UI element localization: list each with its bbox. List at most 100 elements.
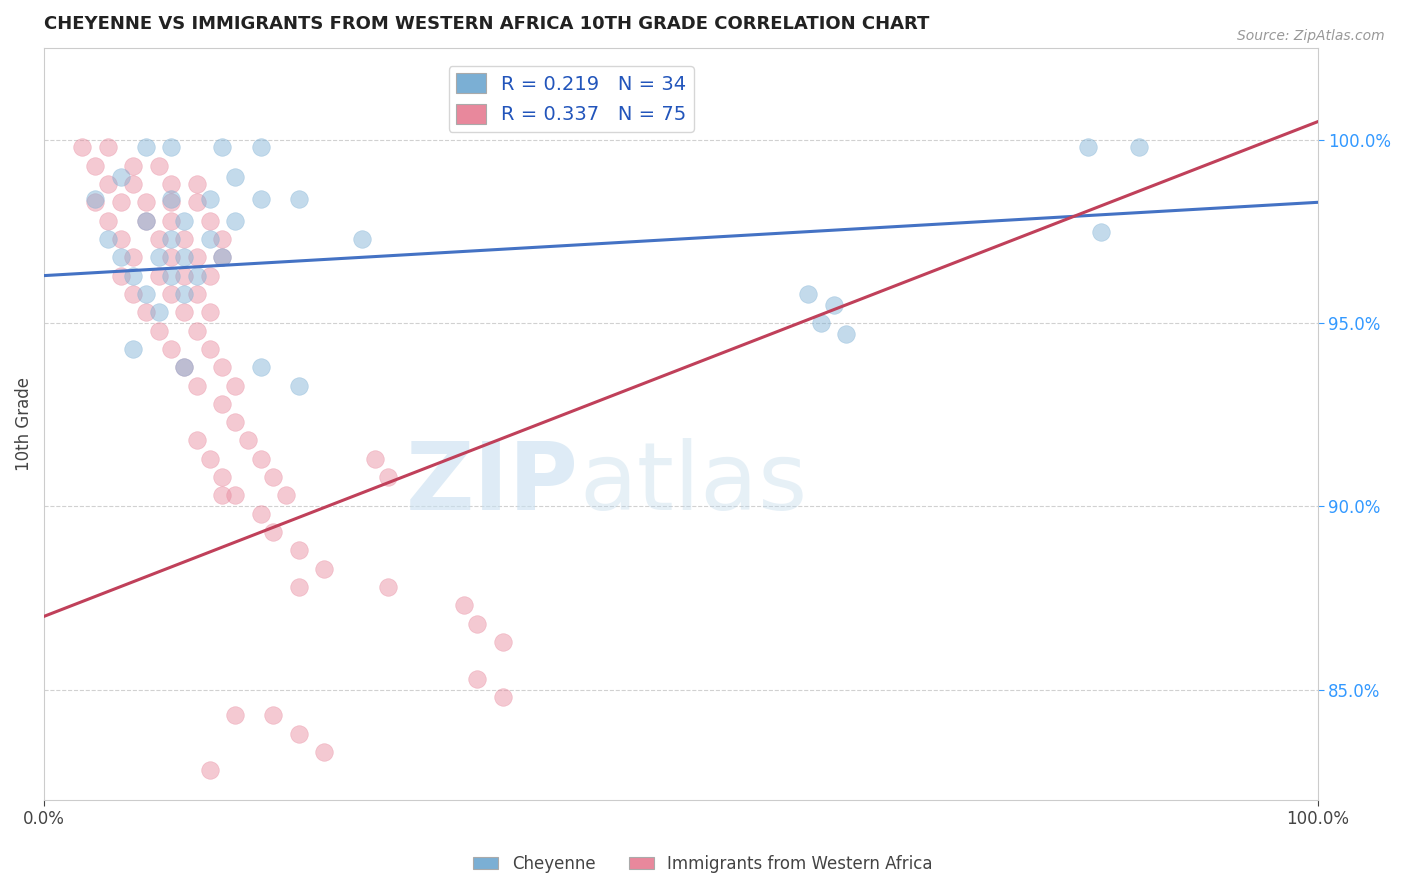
Point — [211, 397, 233, 411]
Point — [122, 287, 145, 301]
Point — [97, 213, 120, 227]
Point — [288, 580, 311, 594]
Point — [211, 250, 233, 264]
Point — [160, 195, 183, 210]
Point — [173, 250, 195, 264]
Point — [173, 287, 195, 301]
Legend: Cheyenne, Immigrants from Western Africa: Cheyenne, Immigrants from Western Africa — [467, 848, 939, 880]
Point — [1077, 140, 1099, 154]
Point — [262, 470, 284, 484]
Point — [148, 159, 170, 173]
Point — [97, 232, 120, 246]
Point — [198, 305, 221, 319]
Point — [84, 159, 107, 173]
Point — [186, 177, 208, 191]
Point — [211, 232, 233, 246]
Point — [810, 316, 832, 330]
Point — [72, 140, 94, 154]
Point — [160, 268, 183, 283]
Point — [148, 305, 170, 319]
Point — [288, 378, 311, 392]
Point — [249, 451, 271, 466]
Point — [160, 287, 183, 301]
Point — [186, 268, 208, 283]
Point — [97, 177, 120, 191]
Point — [288, 192, 311, 206]
Point — [160, 342, 183, 356]
Text: Source: ZipAtlas.com: Source: ZipAtlas.com — [1237, 29, 1385, 43]
Point — [110, 169, 132, 184]
Point — [148, 232, 170, 246]
Point — [465, 672, 488, 686]
Point — [173, 213, 195, 227]
Point — [135, 195, 157, 210]
Point — [211, 488, 233, 502]
Point — [97, 140, 120, 154]
Point — [211, 360, 233, 375]
Point — [224, 378, 246, 392]
Point — [274, 488, 297, 502]
Point — [148, 268, 170, 283]
Point — [224, 488, 246, 502]
Point — [110, 250, 132, 264]
Point — [160, 140, 183, 154]
Legend: R = 0.219   N = 34, R = 0.337   N = 75: R = 0.219 N = 34, R = 0.337 N = 75 — [449, 66, 695, 132]
Point — [211, 470, 233, 484]
Point — [160, 232, 183, 246]
Point — [288, 543, 311, 558]
Point — [160, 192, 183, 206]
Point — [198, 192, 221, 206]
Point — [122, 250, 145, 264]
Point — [211, 250, 233, 264]
Point — [173, 268, 195, 283]
Point — [160, 177, 183, 191]
Point — [262, 524, 284, 539]
Y-axis label: 10th Grade: 10th Grade — [15, 377, 32, 471]
Point — [110, 268, 132, 283]
Point — [160, 250, 183, 264]
Point — [465, 616, 488, 631]
Point — [198, 213, 221, 227]
Point — [173, 360, 195, 375]
Point — [823, 298, 845, 312]
Point — [224, 213, 246, 227]
Point — [198, 268, 221, 283]
Point — [211, 140, 233, 154]
Point — [314, 745, 336, 759]
Point — [364, 451, 387, 466]
Point — [173, 232, 195, 246]
Point — [186, 195, 208, 210]
Point — [198, 451, 221, 466]
Text: atlas: atlas — [579, 438, 807, 530]
Point — [1090, 225, 1112, 239]
Point — [236, 434, 259, 448]
Point — [249, 140, 271, 154]
Point — [249, 507, 271, 521]
Point — [122, 342, 145, 356]
Point — [198, 763, 221, 777]
Point — [377, 580, 399, 594]
Point — [288, 726, 311, 740]
Point — [186, 324, 208, 338]
Point — [135, 213, 157, 227]
Point — [198, 342, 221, 356]
Point — [249, 360, 271, 375]
Point — [122, 159, 145, 173]
Point — [110, 232, 132, 246]
Point — [835, 327, 858, 342]
Point — [135, 140, 157, 154]
Text: ZIP: ZIP — [406, 438, 579, 530]
Point — [148, 324, 170, 338]
Point — [173, 305, 195, 319]
Point — [224, 708, 246, 723]
Point — [135, 305, 157, 319]
Point — [122, 268, 145, 283]
Point — [173, 360, 195, 375]
Point — [84, 192, 107, 206]
Point — [262, 708, 284, 723]
Point — [491, 690, 513, 704]
Point — [797, 287, 820, 301]
Point — [160, 213, 183, 227]
Point — [224, 169, 246, 184]
Point — [84, 195, 107, 210]
